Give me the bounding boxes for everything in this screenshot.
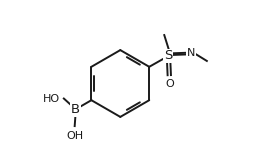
Text: B: B [71,103,80,116]
Text: N: N [187,48,195,58]
Text: HO: HO [43,94,60,104]
Text: O: O [165,79,174,89]
Text: S: S [164,49,173,62]
Text: OH: OH [66,131,83,141]
